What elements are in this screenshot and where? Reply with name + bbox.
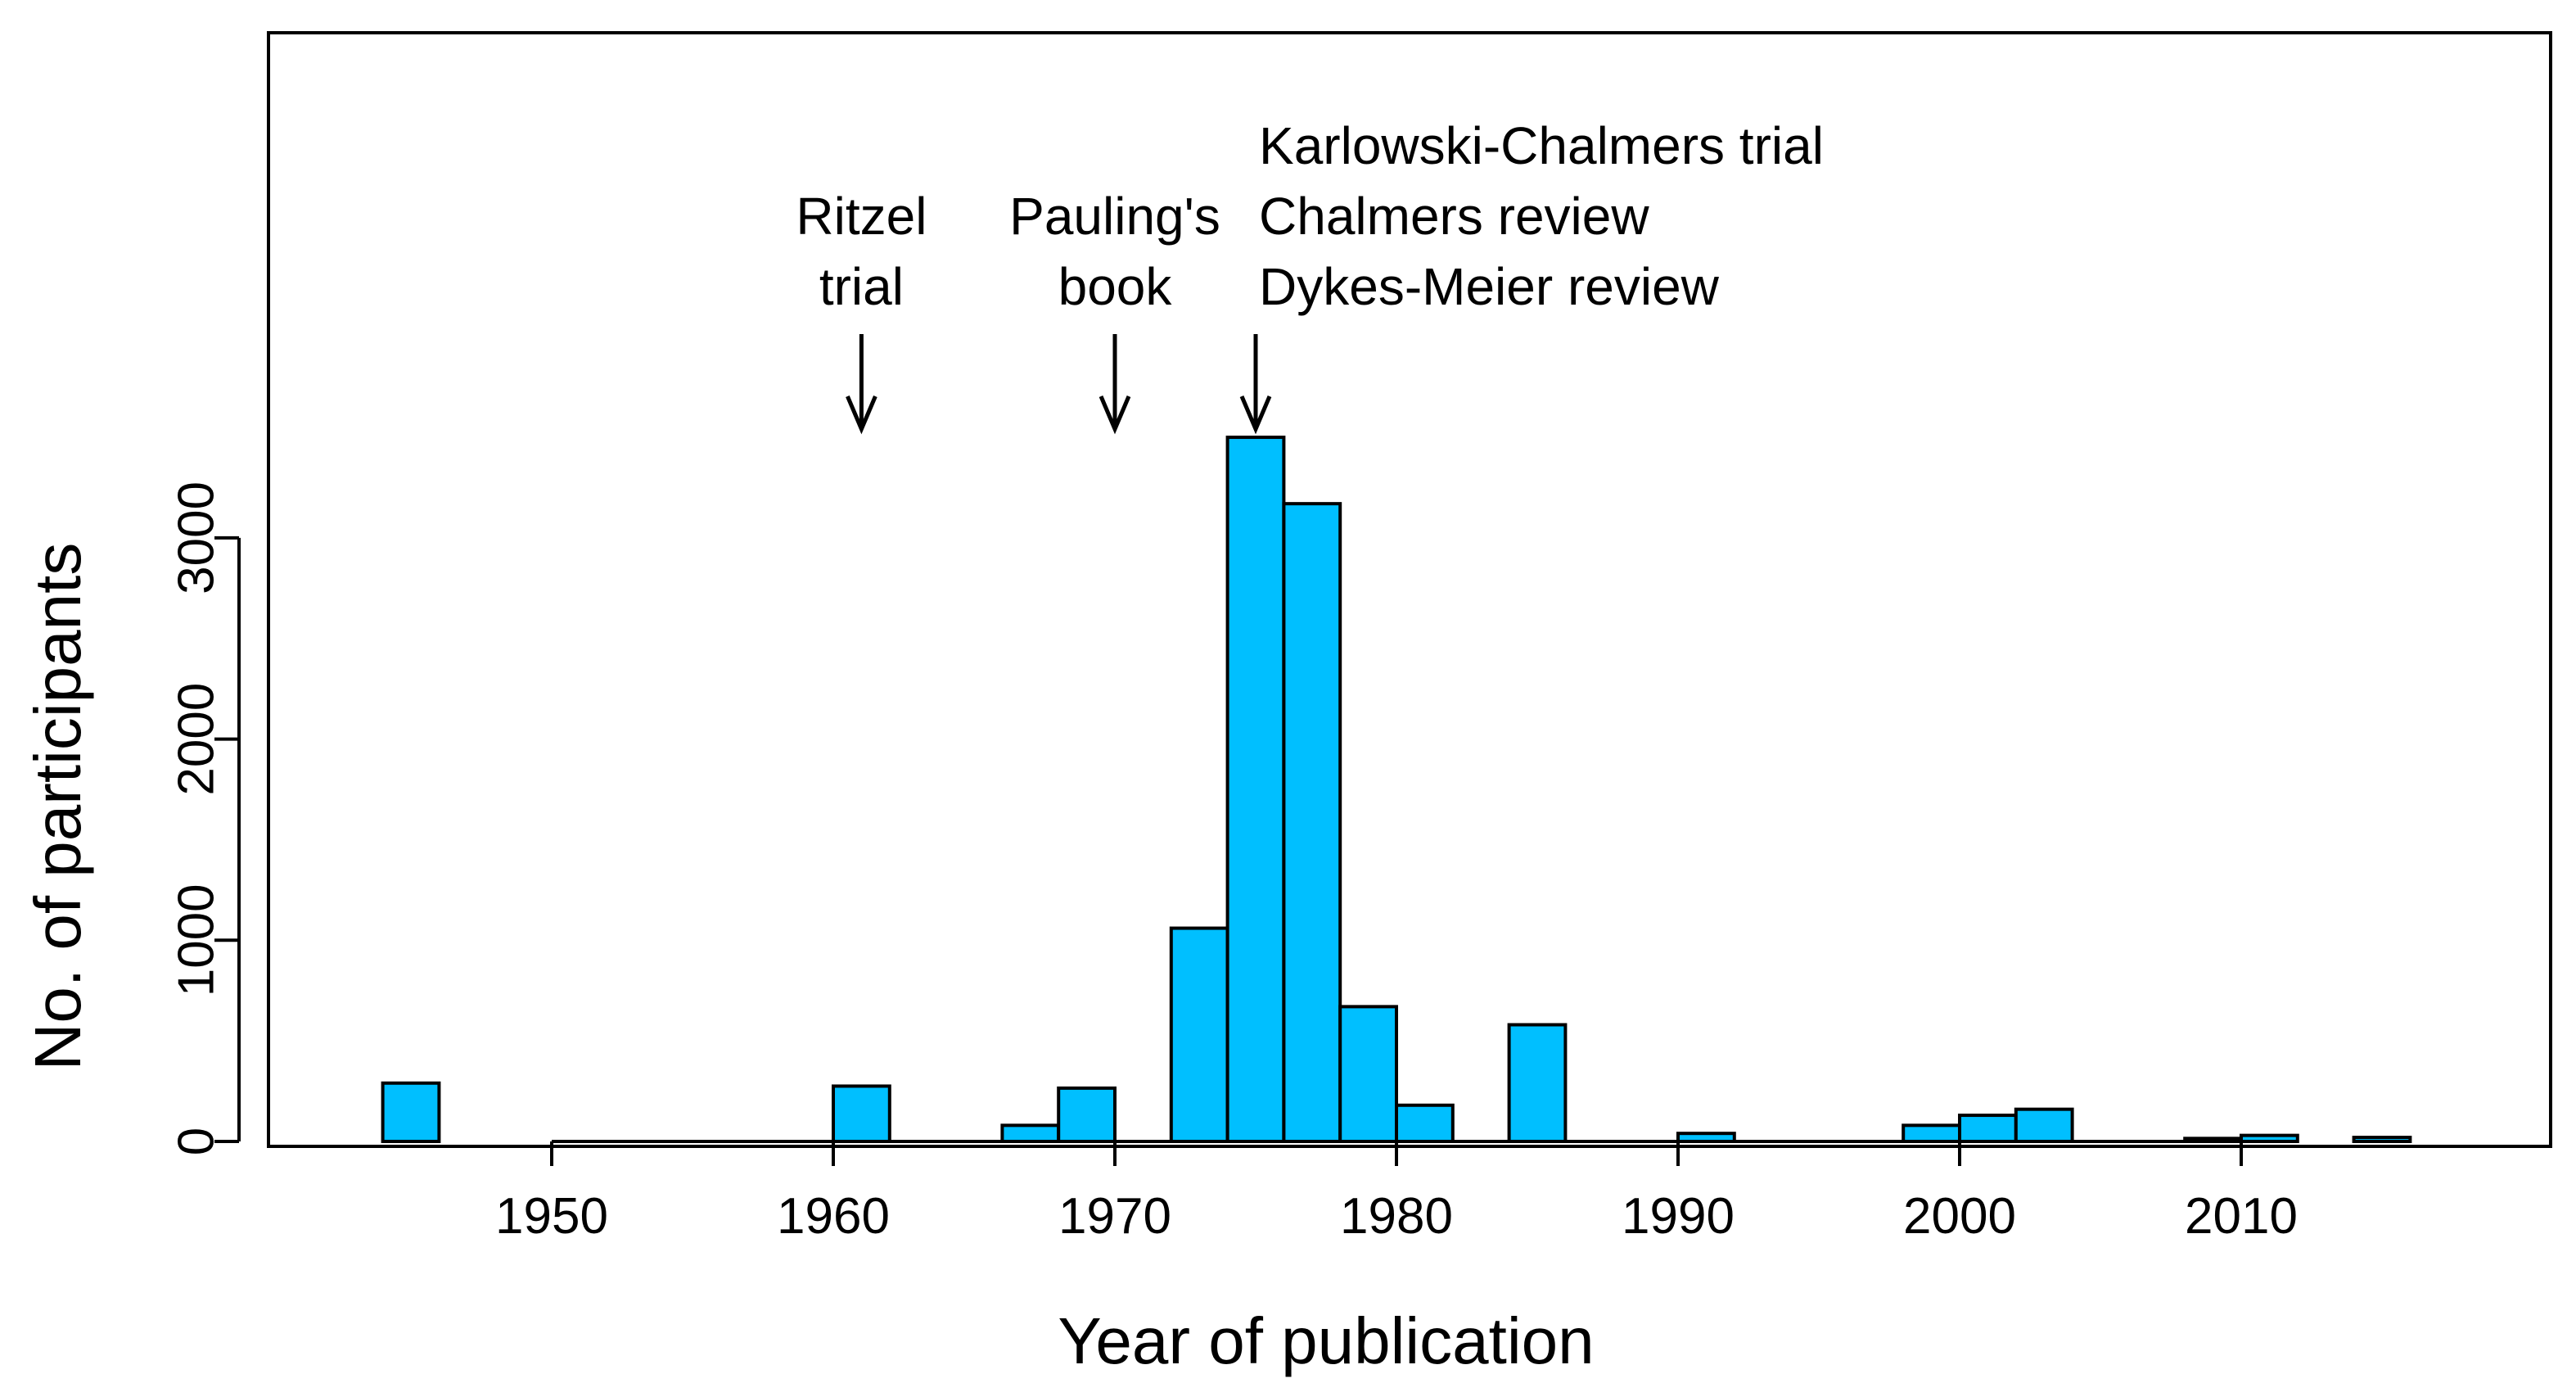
x-tick-label-1960: 1960 bbox=[777, 1188, 890, 1245]
annotation-1-line-1: book bbox=[1058, 257, 1173, 316]
y-tick-label-1000: 1000 bbox=[169, 884, 225, 997]
arrow-0-head bbox=[846, 395, 877, 435]
bar-12 bbox=[1958, 1114, 2018, 1143]
annotations: Ritzel trial Pauling's book Karlowski-Chalme… bbox=[796, 116, 1824, 435]
x-tick-label-2010: 2010 bbox=[2185, 1188, 2298, 1245]
bar-1 bbox=[832, 1084, 891, 1143]
annotation-0-line-0: Ritzel bbox=[796, 187, 927, 246]
bar-8 bbox=[1395, 1103, 1455, 1144]
y-axis: 0 1000 2000 3000 bbox=[169, 481, 241, 1155]
annotation-2-line-1: Chalmers review bbox=[1259, 187, 1649, 246]
bar-7 bbox=[1338, 1005, 1398, 1143]
y-axis-title: No. of participants bbox=[21, 543, 94, 1071]
bar-2 bbox=[1000, 1123, 1061, 1143]
bar-6 bbox=[1282, 502, 1342, 1143]
x-tick-label-1970: 1970 bbox=[1058, 1188, 1171, 1245]
y-tick-label-3000: 3000 bbox=[169, 481, 225, 594]
bar-15 bbox=[2240, 1133, 2299, 1144]
bar-5 bbox=[1225, 436, 1286, 1143]
x-tick-label-1980: 1980 bbox=[1340, 1188, 1453, 1245]
annotation-0-line-1: trial bbox=[819, 257, 904, 316]
x-axis-title: Year of publication bbox=[1058, 1304, 1594, 1377]
bar-11 bbox=[1902, 1123, 1961, 1143]
plot-frame bbox=[267, 31, 2552, 1148]
x-tick-label-1990: 1990 bbox=[1622, 1188, 1735, 1245]
y-tick-label-2000: 2000 bbox=[169, 683, 225, 796]
y-tick-label-0: 0 bbox=[169, 1128, 225, 1155]
bar-0 bbox=[381, 1081, 441, 1143]
annotation-1-line-0: Pauling's bbox=[1009, 187, 1220, 246]
arrow-2-head bbox=[1239, 395, 1272, 435]
arrow-1-head bbox=[1099, 395, 1131, 435]
bars-layer bbox=[381, 436, 2412, 1144]
bar-16 bbox=[2352, 1136, 2412, 1144]
x-tick-label-1950: 1950 bbox=[495, 1188, 608, 1245]
bar-13 bbox=[2014, 1107, 2074, 1143]
annotation-2-line-0: Karlowski-Chalmers trial bbox=[1259, 116, 1824, 175]
annotation-2-line-2: Dykes-Meier review bbox=[1259, 257, 1720, 316]
bar-4 bbox=[1169, 926, 1229, 1143]
x-axis: 1950 1960 1970 1980 1990 2000 2010 bbox=[495, 1140, 2298, 1245]
bar-9 bbox=[1507, 1023, 1568, 1144]
bar-3 bbox=[1057, 1086, 1117, 1144]
x-tick-label-2000: 2000 bbox=[1903, 1188, 2016, 1245]
